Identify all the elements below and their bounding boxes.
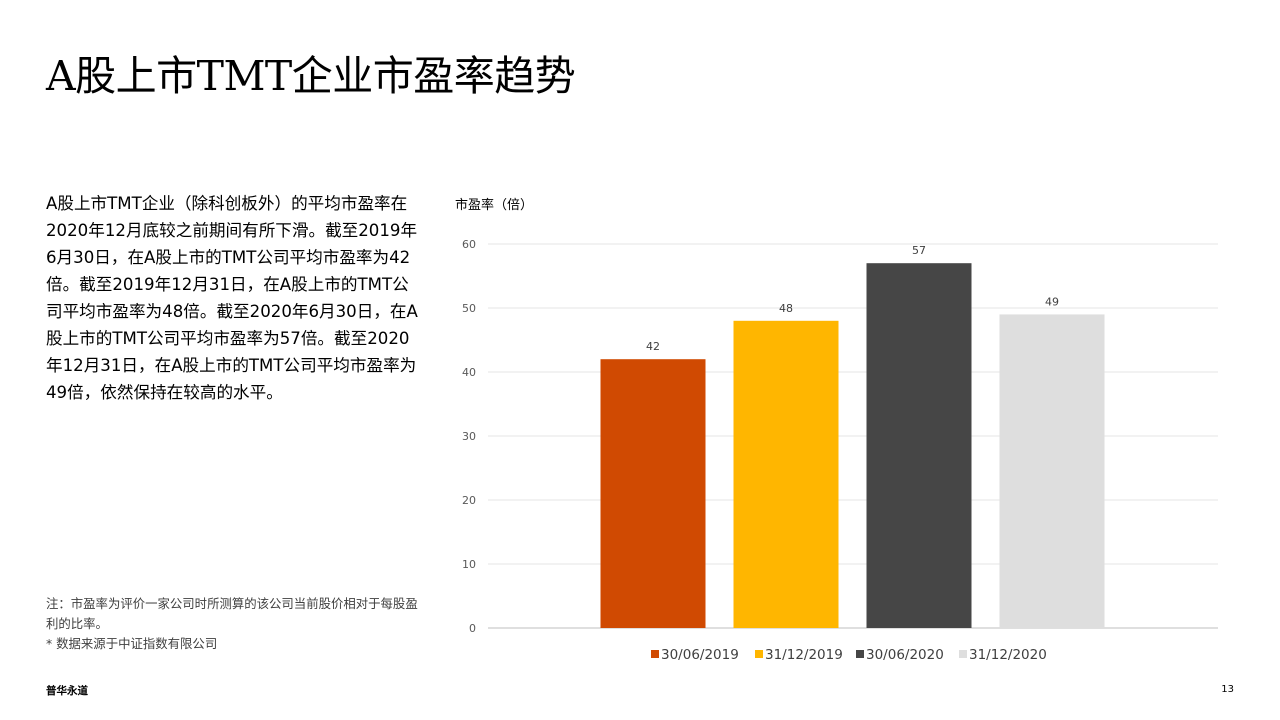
bar-31/12/2020 bbox=[999, 314, 1105, 628]
bar-31/12/2019 bbox=[733, 320, 839, 628]
data-label: 57 bbox=[912, 244, 926, 257]
legend-swatch bbox=[755, 650, 763, 658]
data-label: 49 bbox=[1045, 295, 1059, 308]
bars bbox=[600, 263, 1105, 628]
bar-30/06/2019 bbox=[600, 359, 706, 628]
data-labels: 42 48 57 49 bbox=[646, 244, 1059, 353]
data-label: 48 bbox=[779, 302, 793, 315]
legend-swatch bbox=[856, 650, 864, 658]
legend-swatch bbox=[651, 650, 659, 658]
y-tick-label: 60 bbox=[462, 238, 476, 251]
legend: 30/06/2019 31/12/2019 30/06/2020 31/12/2020 bbox=[651, 647, 1047, 663]
y-tick-label: 10 bbox=[462, 558, 476, 571]
y-tick-label: 30 bbox=[462, 430, 476, 443]
legend-label: 31/12/2019 bbox=[765, 647, 843, 663]
page-title: A股上市TMT企业市盈率趋势 bbox=[46, 52, 576, 100]
body-paragraph: A股上市TMT企业（除科创板外）的平均市盈率在2020年12月底较之前期间有所下… bbox=[46, 194, 418, 402]
footnote: 注：市盈率为评价一家公司时所测算的该公司当前股价相对于每股盈利的比率。 * 数据… bbox=[46, 594, 430, 654]
legend-label: 30/06/2020 bbox=[866, 647, 944, 663]
y-tick-label: 40 bbox=[462, 366, 476, 379]
gridlines bbox=[488, 243, 1218, 629]
bar-30/06/2020 bbox=[866, 263, 972, 628]
y-axis-label: 市盈率（倍） bbox=[455, 197, 533, 213]
y-tick-label: 0 bbox=[469, 622, 476, 635]
y-tick-label: 20 bbox=[462, 494, 476, 507]
source-text: * 数据来源于中证指数有限公司 bbox=[46, 636, 218, 651]
legend-label: 30/06/2019 bbox=[661, 647, 739, 663]
footer-brand: 普华永道 bbox=[46, 685, 88, 697]
legend-label: 31/12/2020 bbox=[969, 647, 1047, 663]
y-tick-label: 50 bbox=[462, 302, 476, 315]
data-label: 42 bbox=[646, 340, 660, 353]
legend-swatch bbox=[959, 650, 967, 658]
note-text: 注：市盈率为评价一家公司时所测算的该公司当前股价相对于每股盈利的比率。 bbox=[46, 596, 418, 631]
y-axis-ticks: 0 10 20 30 40 50 60 bbox=[462, 238, 476, 635]
page-number: 13 bbox=[1221, 684, 1234, 695]
